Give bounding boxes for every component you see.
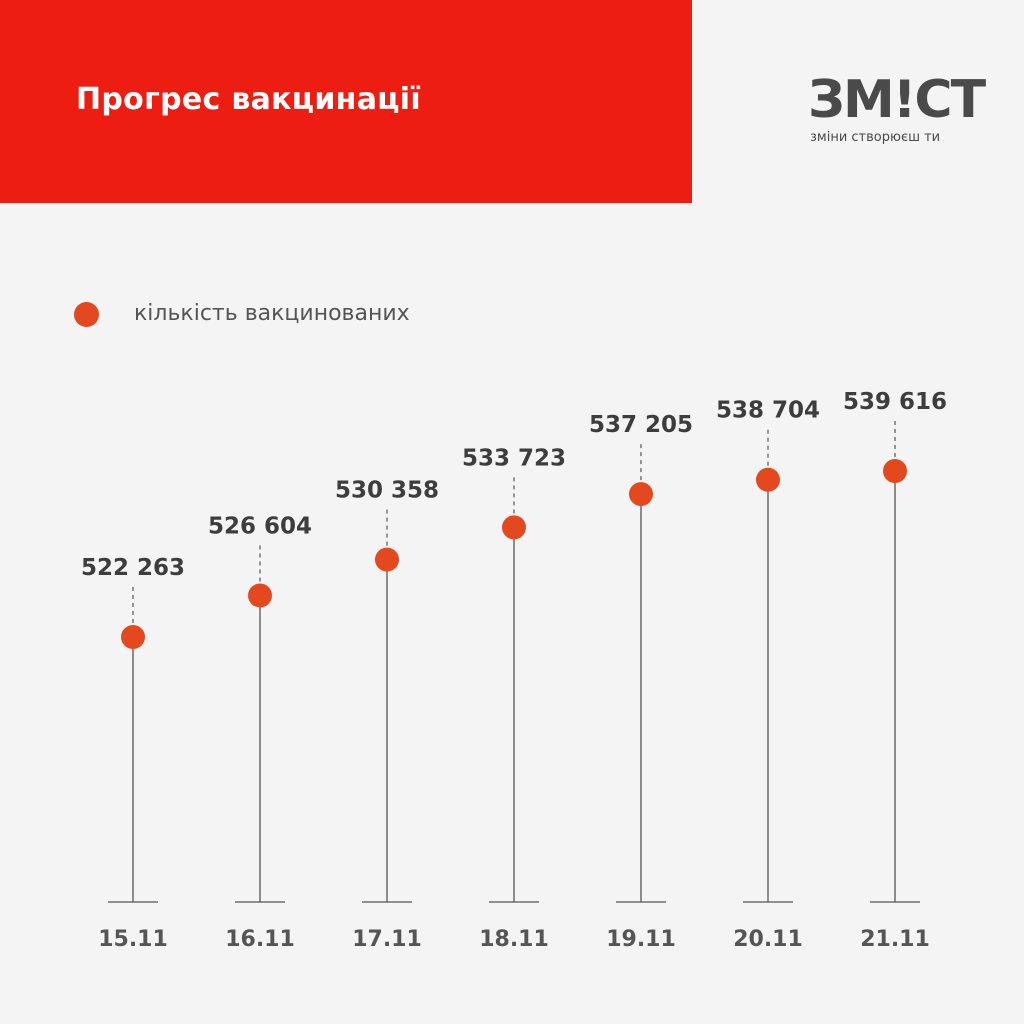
- data-point: [248, 583, 272, 608]
- data-label: 538 704: [716, 398, 820, 424]
- data-point: [756, 467, 780, 492]
- data-point: [502, 515, 526, 540]
- data-point: [883, 459, 907, 483]
- header-band: [0, 0, 692, 203]
- data-point: [121, 625, 145, 649]
- data-label: 533 723: [462, 445, 566, 471]
- page-title: Прогрес вакцинації: [76, 82, 421, 117]
- x-tick-label: 17.11: [352, 927, 422, 952]
- x-tick-label: 16.11: [225, 927, 295, 952]
- legend-label: кількість вакцинованих: [134, 301, 410, 326]
- logo-wordmark-text: ЗМ!СТ: [808, 70, 986, 130]
- logo-wordmark: ЗМ!СТ: [808, 70, 986, 130]
- x-tick-label: 18.11: [479, 927, 549, 952]
- x-tick-label: 20.11: [733, 927, 803, 952]
- data-label: 526 604: [208, 513, 312, 539]
- x-tick-label: 21.11: [860, 927, 930, 952]
- brand-logo: ЗМ!СТ зміни створюєш ти: [808, 70, 986, 150]
- x-tick-label: 19.11: [606, 927, 676, 952]
- data-label: 539 616: [843, 389, 947, 415]
- logo-tagline: зміни створюєш ти: [810, 130, 941, 145]
- data-point: [375, 547, 399, 572]
- legend-marker: [74, 302, 99, 327]
- data-label: 522 263: [81, 555, 185, 581]
- data-label: 537 205: [589, 412, 693, 438]
- data-label: 530 358: [335, 478, 439, 504]
- data-point: [629, 482, 653, 507]
- x-tick-label: 15.11: [98, 927, 168, 952]
